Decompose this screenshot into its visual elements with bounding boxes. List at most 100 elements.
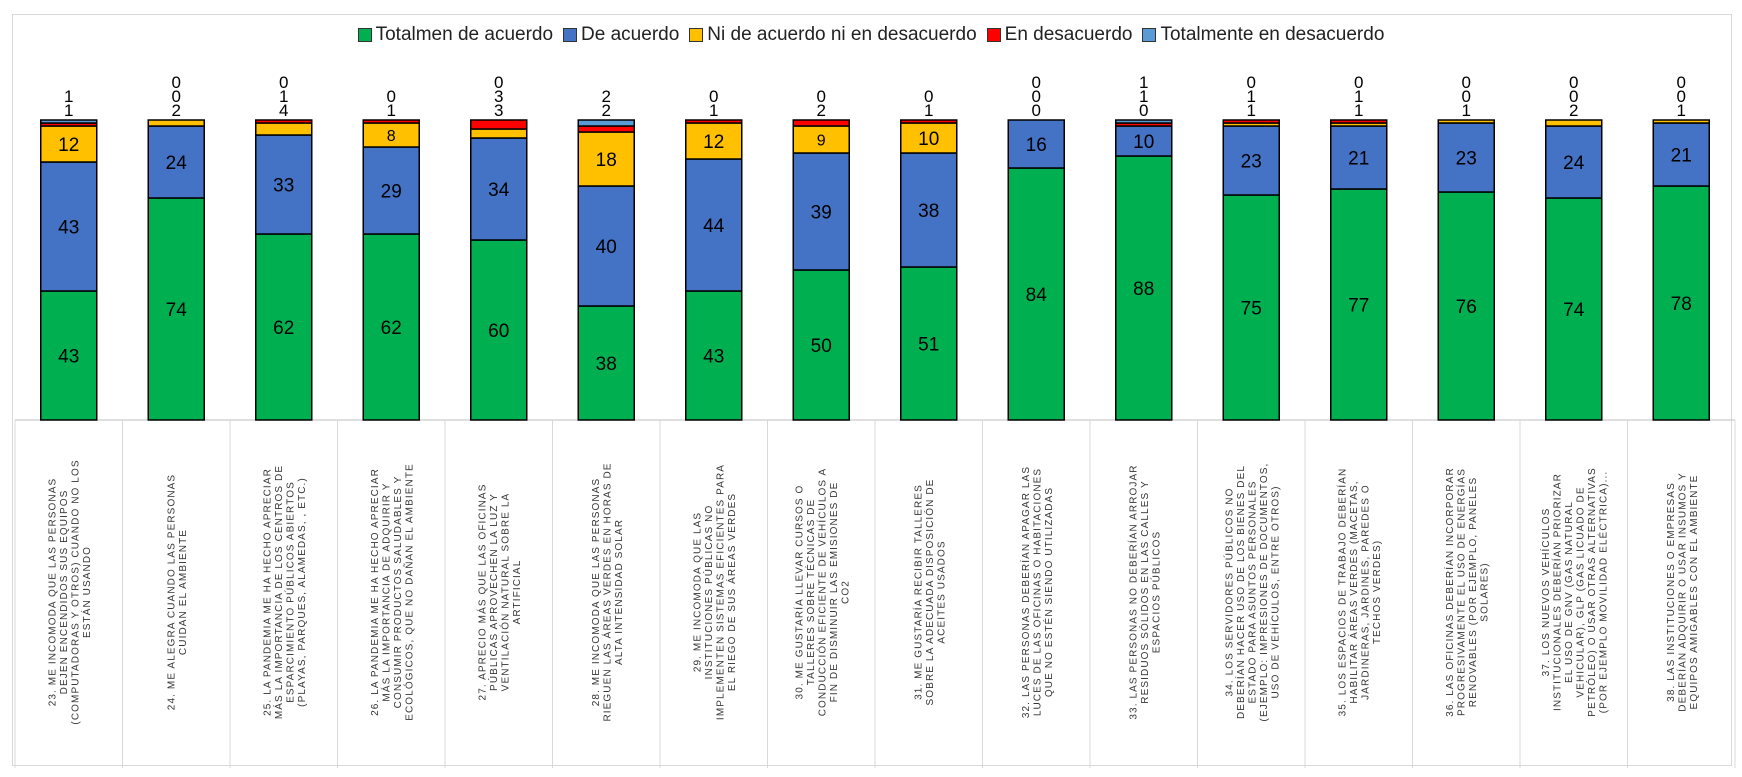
data-label: 0 [1677, 73, 1686, 92]
data-label: 3 [494, 101, 503, 120]
legend-swatch-0 [357, 28, 372, 42]
category-label: 37. LOS NUEVOS VEHÍCULOSINSTITUCIONALES … [1539, 467, 1610, 717]
legend-item-1: De acuerdo [563, 24, 679, 46]
data-label: 0 [279, 73, 288, 92]
data-label: 21 [1348, 149, 1369, 170]
category-label: 30. ME GUSTARÍA LLEVAR CURSOS OTALLERES … [792, 468, 851, 717]
legend-swatch-3 [986, 28, 1001, 42]
data-label: 38 [596, 354, 617, 375]
legend-label-4: Totalmente en desacuerdo [1160, 24, 1385, 45]
bar-segment [1330, 188, 1388, 421]
data-label: 0 [1462, 87, 1471, 106]
data-label: 24 [166, 153, 188, 174]
bar-segment [685, 122, 743, 160]
bar-segment [362, 119, 420, 124]
bar-segment [1222, 119, 1280, 124]
data-label: 76 [1456, 297, 1477, 318]
legend: Totalmen de acuerdo De acuerdo Ni de acuer… [0, 24, 1742, 46]
data-label: 0 [1569, 73, 1578, 92]
data-label: 39 [811, 203, 832, 224]
bar-segment [1545, 125, 1603, 199]
data-label: 1 [924, 101, 933, 120]
data-label: 1 [387, 101, 396, 120]
bar-segment [470, 119, 528, 130]
category-label: 24. ME ALEGRA CUANDO LAS PERSONASCUIDAN … [167, 474, 190, 710]
data-label: 9 [817, 133, 826, 150]
legend-swatch-1 [563, 28, 578, 42]
category-label: 33. LAS PERSONAS NO DEBERÍAN ARROJARRESI… [1126, 464, 1162, 719]
data-label: 43 [58, 347, 79, 368]
bar-segment [1652, 185, 1710, 421]
bar-segment [40, 161, 98, 292]
data-label: 12 [58, 135, 79, 156]
data-label: 44 [703, 216, 725, 237]
data-label: 62 [273, 318, 294, 339]
data-label: 2 [1569, 101, 1578, 120]
bar-segment [470, 137, 528, 241]
bar-segment [1437, 119, 1495, 124]
bar-segment [255, 233, 313, 421]
data-label: 33 [273, 176, 294, 197]
bar-segment [577, 119, 635, 127]
legend-label-0: Totalmen de acuerdo [375, 24, 554, 45]
data-label: 34 [488, 180, 510, 201]
data-label: 0 [709, 87, 718, 106]
data-label: 1 [1139, 73, 1148, 92]
category-label: 28. ME INCOMODA QUE LAS PERSONASRIEGUEN … [591, 462, 625, 721]
data-label: 62 [381, 318, 402, 339]
data-label: 16 [1026, 135, 1047, 156]
data-label: 43 [58, 218, 79, 239]
bar-segment [1437, 191, 1495, 421]
data-label: 3 [494, 87, 503, 106]
category-label: 35. LOS ESPACIOS DE TRABAJO DEBERÍANHABI… [1336, 468, 1384, 717]
data-label: 23 [1241, 152, 1262, 173]
bar-segment [1545, 119, 1603, 127]
data-label: 74 [1563, 300, 1585, 321]
category-label: 26. LA PANDEMIA ME HA HECHO APRECIARMÁS … [370, 463, 416, 721]
data-label: 1 [1677, 101, 1686, 120]
data-label: 75 [1241, 299, 1262, 320]
data-label: 51 [918, 335, 939, 356]
bar-segment [1007, 119, 1065, 169]
legend-label-3: En desacuerdo [1004, 24, 1133, 45]
data-label: 0 [1032, 87, 1041, 106]
data-label: 2 [172, 101, 181, 120]
legend-label-1: De acuerdo [581, 24, 680, 45]
bar-segment [577, 125, 635, 133]
data-label: 0 [1139, 101, 1148, 120]
bar-segment [1222, 194, 1280, 421]
data-label: 10 [918, 129, 939, 150]
legend-label-2: Ni de acuerdo ni en desacuerdo [707, 24, 977, 45]
bar-segment [147, 125, 205, 199]
data-label: 12 [703, 132, 724, 153]
bar-segment [1115, 119, 1173, 124]
category-label: 31. ME GUSTARÍA RECIBIR TALLERESSOBRE LA… [911, 479, 947, 706]
data-label: 2 [817, 101, 826, 120]
data-label: 0 [924, 87, 933, 106]
data-label: 0 [172, 73, 181, 92]
bar-segment [470, 128, 528, 139]
category-label: 29. ME INCOMODA QUE LASINSTITUCIONES PÚB… [693, 464, 739, 720]
data-label: 0 [1032, 101, 1041, 120]
data-label: 1 [1139, 87, 1148, 106]
bar-segment [1545, 197, 1603, 421]
bar-segment [1222, 125, 1280, 196]
data-label: 2 [602, 101, 611, 120]
bar-segment [1330, 125, 1388, 190]
category-label: 34. LOS SERVIDORES PÚBLICOS NODEBERÍAN H… [1222, 463, 1281, 722]
bar-segment [147, 119, 205, 127]
data-label: 0 [1462, 73, 1471, 92]
data-label: 0 [817, 87, 826, 106]
bar-segment [470, 239, 528, 421]
data-label: 60 [488, 321, 509, 342]
bar-segment [900, 119, 958, 124]
data-label: 2 [602, 87, 611, 106]
bar-segment [792, 152, 850, 271]
bar-segment [147, 197, 205, 421]
bar-segment [255, 122, 313, 136]
bar-segment [900, 266, 958, 421]
data-label: 0 [1569, 87, 1578, 106]
category-label: 27. APRECIO MÁS QUE LAS OFICINASPÚBLICAS… [476, 484, 524, 701]
bar-segment [685, 119, 743, 124]
bar-segment [792, 119, 850, 127]
